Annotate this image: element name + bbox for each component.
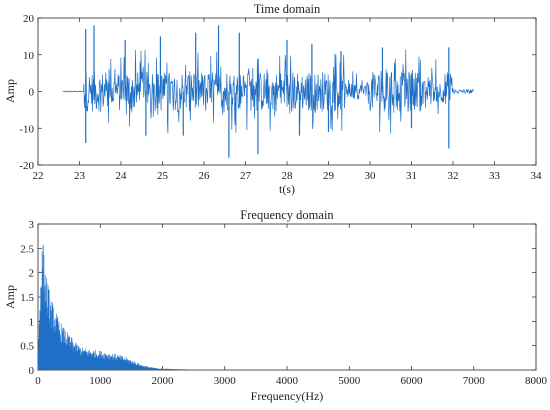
tick-labels: 22 23 24 25 26 27 28 29 30 31 32 33 34 -20 -10 0 10 20 xyxy=(19,13,542,182)
x-tick-label: 32 xyxy=(448,170,459,182)
x-tick-label: 2000 xyxy=(152,375,175,387)
time-signal-series xyxy=(62,49,474,134)
y-tick-label: 0 xyxy=(29,87,35,99)
x-tick-label: 5000 xyxy=(338,375,361,387)
x-tick-label: 33 xyxy=(489,170,501,182)
chart-title: Time domain xyxy=(254,2,321,16)
y-axis-label: Amp xyxy=(3,285,17,309)
y-tick-label: 1.5 xyxy=(20,292,34,304)
y-tick-label: -10 xyxy=(19,123,34,135)
x-tick-label: 30 xyxy=(365,170,377,182)
x-axis-label: Frequency(Hz) xyxy=(251,389,324,403)
x-tick-label: 22 xyxy=(33,170,44,182)
x-tick-label: 3000 xyxy=(214,375,237,387)
x-tick-label: 8000 xyxy=(525,375,548,387)
plot-area xyxy=(37,223,537,371)
y-tick-label: 10 xyxy=(23,50,35,62)
y-tick-label: 0 xyxy=(29,365,35,377)
y-tick-label: 0.5 xyxy=(20,341,34,353)
time-domain-chart: Time domain 22 23 24 25 26 27 28 29 30 31 32 33 34 -2… xyxy=(3,2,542,196)
y-tick-label: 20 xyxy=(23,13,35,25)
x-tick-label: 23 xyxy=(74,170,86,182)
y-tick-label: 1 xyxy=(29,316,35,328)
x-tick-label: 4000 xyxy=(276,375,299,387)
y-tick-label: 3 xyxy=(29,219,35,231)
chart-title: Frequency domain xyxy=(240,208,334,222)
x-tick-label: 0 xyxy=(35,375,41,387)
y-axis-label: Amp xyxy=(3,79,17,103)
x-tick-label: 1000 xyxy=(89,375,112,387)
x-tick-label: 27 xyxy=(240,170,252,182)
x-tick-label: 28 xyxy=(282,170,294,182)
y-tick-label: -20 xyxy=(19,160,34,172)
spectrum-spikes xyxy=(37,244,537,370)
x-tick-label: 29 xyxy=(323,170,335,182)
x-tick-label: 24 xyxy=(116,170,128,182)
x-tick-label: 31 xyxy=(406,170,417,182)
tick-marks xyxy=(37,17,537,166)
y-tick-label: 2 xyxy=(29,268,35,280)
y-tick-label: 2.5 xyxy=(20,243,34,255)
tick-labels: 0 1000 2000 3000 4000 5000 6000 7000 8000 0 0.5 1 1.… xyxy=(20,219,547,387)
frequency-domain-chart: Frequency domain 0 1000 2000 3000 4000 5000 60… xyxy=(3,208,548,403)
x-tick-label: 7000 xyxy=(463,375,486,387)
x-axis-label: t(s) xyxy=(279,182,295,196)
x-tick-label: 34 xyxy=(531,170,543,182)
x-tick-label: 26 xyxy=(199,170,211,182)
signal-peaks xyxy=(85,25,450,158)
x-tick-label: 25 xyxy=(157,170,169,182)
x-tick-label: 6000 xyxy=(401,375,424,387)
